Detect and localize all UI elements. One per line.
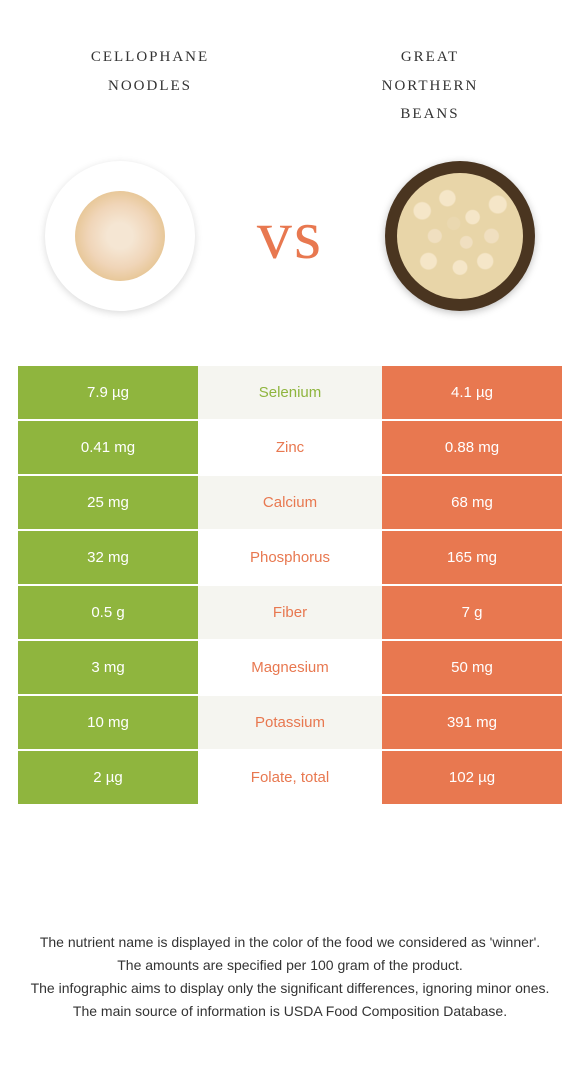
nutrient-name: Selenium <box>198 366 382 419</box>
table-row: 25 mgCalcium68 mg <box>18 476 562 529</box>
nutrient-name: Zinc <box>198 421 382 474</box>
noodles-icon <box>75 191 165 281</box>
plate-icon <box>45 161 195 311</box>
right-value: 50 mg <box>382 641 562 694</box>
right-value: 0.88 mg <box>382 421 562 474</box>
left-value: 3 mg <box>18 641 198 694</box>
right-value: 7 g <box>382 586 562 639</box>
footer-line: The nutrient name is displayed in the co… <box>30 932 550 953</box>
beans-icon <box>397 173 523 299</box>
nutrient-name: Folate, total <box>198 751 382 804</box>
left-value: 0.5 g <box>18 586 198 639</box>
footer-line: The infographic aims to display only the… <box>30 978 550 999</box>
vs-row: vs <box>0 146 580 346</box>
title-text: great <box>401 41 459 66</box>
food-right-image <box>380 156 540 316</box>
comparison-table: 7.9 µgSelenium4.1 µg0.41 mgZinc0.88 mg25… <box>18 366 562 804</box>
footer-notes: The nutrient name is displayed in the co… <box>0 932 580 1024</box>
table-row: 3 mgMagnesium50 mg <box>18 641 562 694</box>
left-value: 32 mg <box>18 531 198 584</box>
footer-line: The main source of information is USDA F… <box>30 1001 550 1022</box>
header: cellophane noodles great northern beans <box>0 0 580 146</box>
nutrient-name: Calcium <box>198 476 382 529</box>
right-value: 165 mg <box>382 531 562 584</box>
title-text: northern <box>382 70 479 95</box>
left-value: 7.9 µg <box>18 366 198 419</box>
table-row: 7.9 µgSelenium4.1 µg <box>18 366 562 419</box>
food-right-title: great northern beans <box>330 40 530 126</box>
vs-label: vs <box>257 196 323 276</box>
left-value: 25 mg <box>18 476 198 529</box>
nutrient-name: Phosphorus <box>198 531 382 584</box>
right-value: 4.1 µg <box>382 366 562 419</box>
right-value: 102 µg <box>382 751 562 804</box>
table-row: 0.41 mgZinc0.88 mg <box>18 421 562 474</box>
food-left-title: cellophane noodles <box>50 40 250 126</box>
table-row: 32 mgPhosphorus165 mg <box>18 531 562 584</box>
bowl-icon <box>385 161 535 311</box>
nutrient-name: Magnesium <box>198 641 382 694</box>
table-row: 0.5 gFiber7 g <box>18 586 562 639</box>
food-left-image <box>40 156 200 316</box>
right-value: 68 mg <box>382 476 562 529</box>
left-value: 0.41 mg <box>18 421 198 474</box>
title-text: noodles <box>108 70 192 95</box>
title-text: beans <box>400 98 459 123</box>
right-value: 391 mg <box>382 696 562 749</box>
title-text: cellophane <box>91 41 209 66</box>
left-value: 2 µg <box>18 751 198 804</box>
nutrient-name: Potassium <box>198 696 382 749</box>
table-row: 10 mgPotassium391 mg <box>18 696 562 749</box>
left-value: 10 mg <box>18 696 198 749</box>
table-row: 2 µgFolate, total102 µg <box>18 751 562 804</box>
nutrient-name: Fiber <box>198 586 382 639</box>
footer-line: The amounts are specified per 100 gram o… <box>30 955 550 976</box>
